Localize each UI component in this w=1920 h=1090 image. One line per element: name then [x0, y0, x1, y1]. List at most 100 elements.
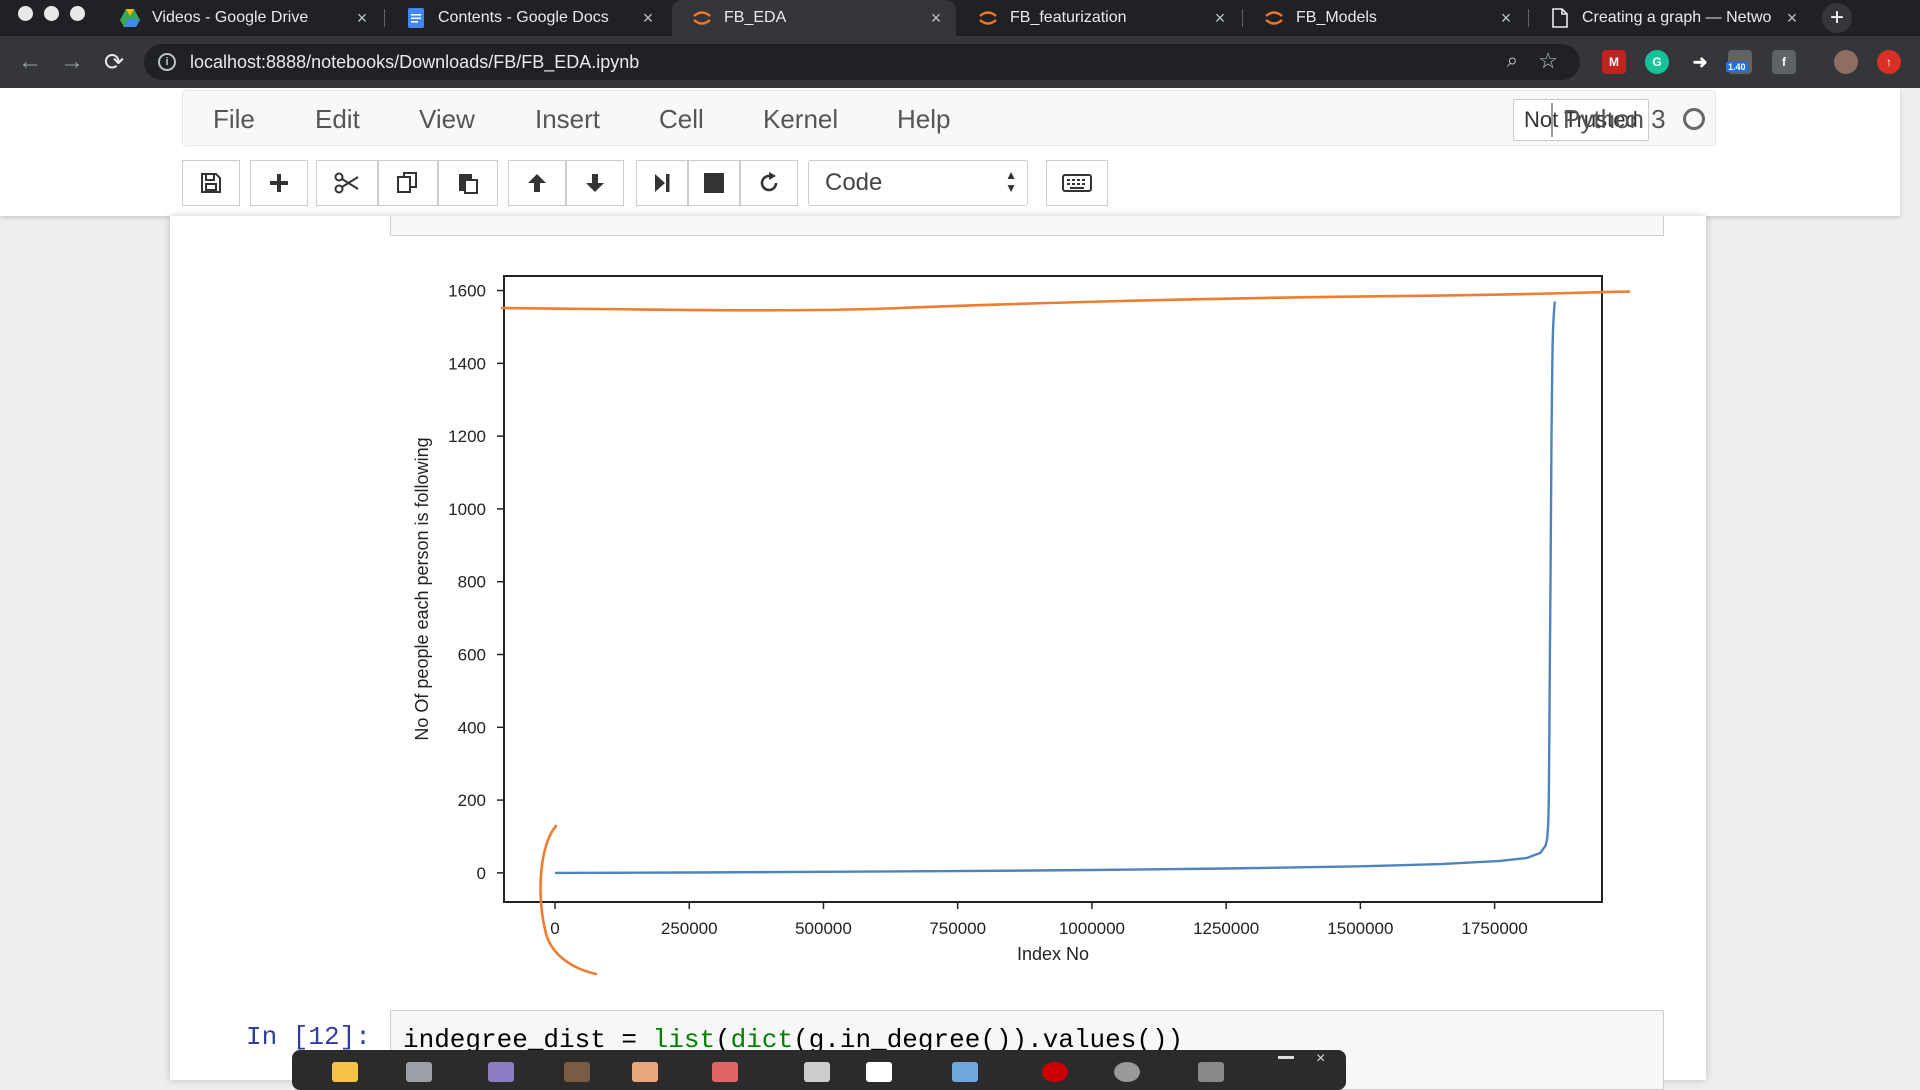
facebook-extension-icon[interactable]: f: [1772, 50, 1796, 74]
save-button[interactable]: [182, 160, 240, 206]
menu-help[interactable]: Help: [897, 104, 951, 134]
extension-icon[interactable]: 1.40: [1726, 50, 1752, 74]
cell-type-select[interactable]: Code ▲ ▼: [808, 160, 1028, 206]
share-extension-icon[interactable]: ➜: [1692, 51, 1708, 72]
run-cell-button[interactable]: [636, 160, 688, 206]
close-tab-icon[interactable]: ×: [1214, 7, 1226, 28]
x-tick-label: 250000: [661, 919, 718, 938]
restart-kernel-button[interactable]: [740, 160, 798, 206]
zoom-icon[interactable]: ⌕: [1506, 50, 1518, 72]
window-zoom-button[interactable]: [70, 6, 85, 21]
plus-icon: [268, 172, 290, 194]
browser-tab[interactable]: FB_featurization ×: [958, 0, 1240, 36]
google-drive-icon: [120, 8, 140, 28]
y-tick-label: 200: [458, 791, 486, 810]
close-tab-icon[interactable]: ×: [930, 7, 942, 28]
reload-icon: ⟳: [103, 48, 125, 76]
browser-tab[interactable]: Creating a graph — Netwo ×: [1530, 0, 1812, 36]
x-tick-label: 0: [550, 919, 559, 938]
move-cell-up-button[interactable]: [508, 160, 566, 206]
close-tab-icon[interactable]: ×: [642, 7, 654, 28]
kernel-name: Python 3: [1563, 104, 1666, 134]
menu-view[interactable]: View: [419, 104, 475, 134]
interrupt-kernel-button[interactable]: [688, 160, 740, 206]
reload-button[interactable]: ⟳: [98, 46, 130, 78]
brush-tool-icon[interactable]: [564, 1062, 590, 1082]
move-cell-down-button[interactable]: [566, 160, 624, 206]
tab-divider: [1242, 9, 1243, 27]
pencil-tool-icon[interactable]: [632, 1062, 658, 1082]
cut-button[interactable]: [316, 160, 378, 206]
y-tick-label: 1400: [448, 354, 486, 373]
url-text[interactable]: localhost:8888/notebooks/Downloads/FB/FB…: [190, 51, 640, 72]
series-line: [554, 301, 1556, 875]
stop-icon: [704, 173, 724, 193]
highlighter-tool-icon[interactable]: [712, 1062, 738, 1082]
screen-tool-icon[interactable]: [406, 1062, 432, 1082]
browser-tab-active[interactable]: FB_EDA ×: [672, 0, 956, 36]
update-icon[interactable]: ↑: [1877, 50, 1901, 74]
window-close-button[interactable]: [18, 6, 33, 21]
whiteboard-tool-icon[interactable]: [866, 1062, 892, 1082]
menu-edit[interactable]: Edit: [315, 104, 360, 134]
annotation-left-bracket: [539, 824, 598, 976]
tab-title: FB_EDA: [724, 9, 787, 26]
select-arrows-icon: ▲ ▼: [1005, 168, 1017, 195]
command-palette-button[interactable]: [1046, 160, 1108, 206]
close-tab-icon[interactable]: ×: [1500, 7, 1512, 28]
document-icon: [1550, 8, 1570, 28]
menu-bar: File Edit View Insert Cell Kernel Help N…: [182, 90, 1716, 146]
tab-title: Contents - Google Docs: [438, 9, 609, 26]
pointer-tool-icon[interactable]: [804, 1062, 830, 1082]
previous-code-cell[interactable]: [390, 216, 1664, 236]
menu-file[interactable]: File: [213, 104, 255, 134]
tab-divider: [384, 9, 385, 27]
info-icon[interactable]: i: [158, 53, 176, 71]
copy-button[interactable]: [378, 160, 438, 206]
browser-tab-strip: Videos - Google Drive × Contents - Googl…: [0, 0, 1920, 36]
close-tab-icon[interactable]: ×: [1786, 7, 1798, 28]
menu-cell[interactable]: Cell: [659, 104, 704, 134]
browser-tab[interactable]: FB_Models ×: [1244, 0, 1526, 36]
paste-icon: [456, 171, 480, 195]
browser-tab[interactable]: Videos - Google Drive ×: [100, 0, 382, 36]
browser-tab[interactable]: Contents - Google Docs ×: [386, 0, 668, 36]
pen-annotations: [500, 290, 1630, 976]
trust-status-button[interactable]: Not Trusted: [1513, 99, 1649, 141]
profile-avatar[interactable]: [1834, 50, 1858, 74]
gear-icon[interactable]: [1198, 1062, 1224, 1082]
paste-button[interactable]: [438, 160, 498, 206]
annotation-tool-palette: ×: [292, 1050, 1346, 1090]
new-tab-button[interactable]: +: [1822, 3, 1852, 33]
grammarly-extension-icon[interactable]: G: [1645, 50, 1669, 74]
bookmark-star-icon[interactable]: ☆: [1538, 48, 1558, 73]
spotlight-tool-icon[interactable]: [1114, 1062, 1140, 1082]
minimize-icon[interactable]: [1278, 1056, 1294, 1059]
close-icon[interactable]: ×: [1316, 1050, 1326, 1067]
pen-tool-icon[interactable]: [952, 1062, 978, 1082]
x-tick-label: 1250000: [1193, 919, 1259, 938]
arrow-up-icon: [526, 172, 548, 194]
gmail-extension-icon[interactable]: M: [1602, 50, 1626, 74]
code-text: (: [715, 1025, 731, 1055]
x-axis-ticks: 0 250000 500000 750000 1000000 1250000 1500000…: [550, 902, 1528, 938]
arrow-left-icon: ←: [18, 48, 42, 75]
record-tool-icon[interactable]: [1042, 1062, 1068, 1082]
tab-title: Creating a graph — Netwo: [1582, 9, 1772, 26]
close-tab-icon[interactable]: ×: [356, 7, 368, 28]
forward-button[interactable]: →: [56, 46, 88, 78]
menu-insert[interactable]: Insert: [535, 104, 601, 134]
kernel-idle-indicator: [1683, 108, 1705, 130]
insert-cell-button[interactable]: [250, 160, 308, 206]
google-docs-icon: [406, 8, 426, 28]
address-bar[interactable]: i localhost:8888/notebooks/Downloads/FB/…: [144, 44, 1580, 80]
plot-area: [503, 275, 1603, 903]
eraser-tool-icon[interactable]: [488, 1062, 514, 1082]
annotation-top-line: [500, 290, 1630, 312]
x-axis-label: Index No: [1017, 944, 1089, 964]
back-button[interactable]: ←: [14, 46, 46, 78]
kernel-divider: [1551, 103, 1553, 137]
menu-kernel[interactable]: Kernel: [763, 104, 839, 134]
window-minimize-button[interactable]: [44, 6, 59, 21]
star-tool-icon[interactable]: [332, 1062, 358, 1082]
